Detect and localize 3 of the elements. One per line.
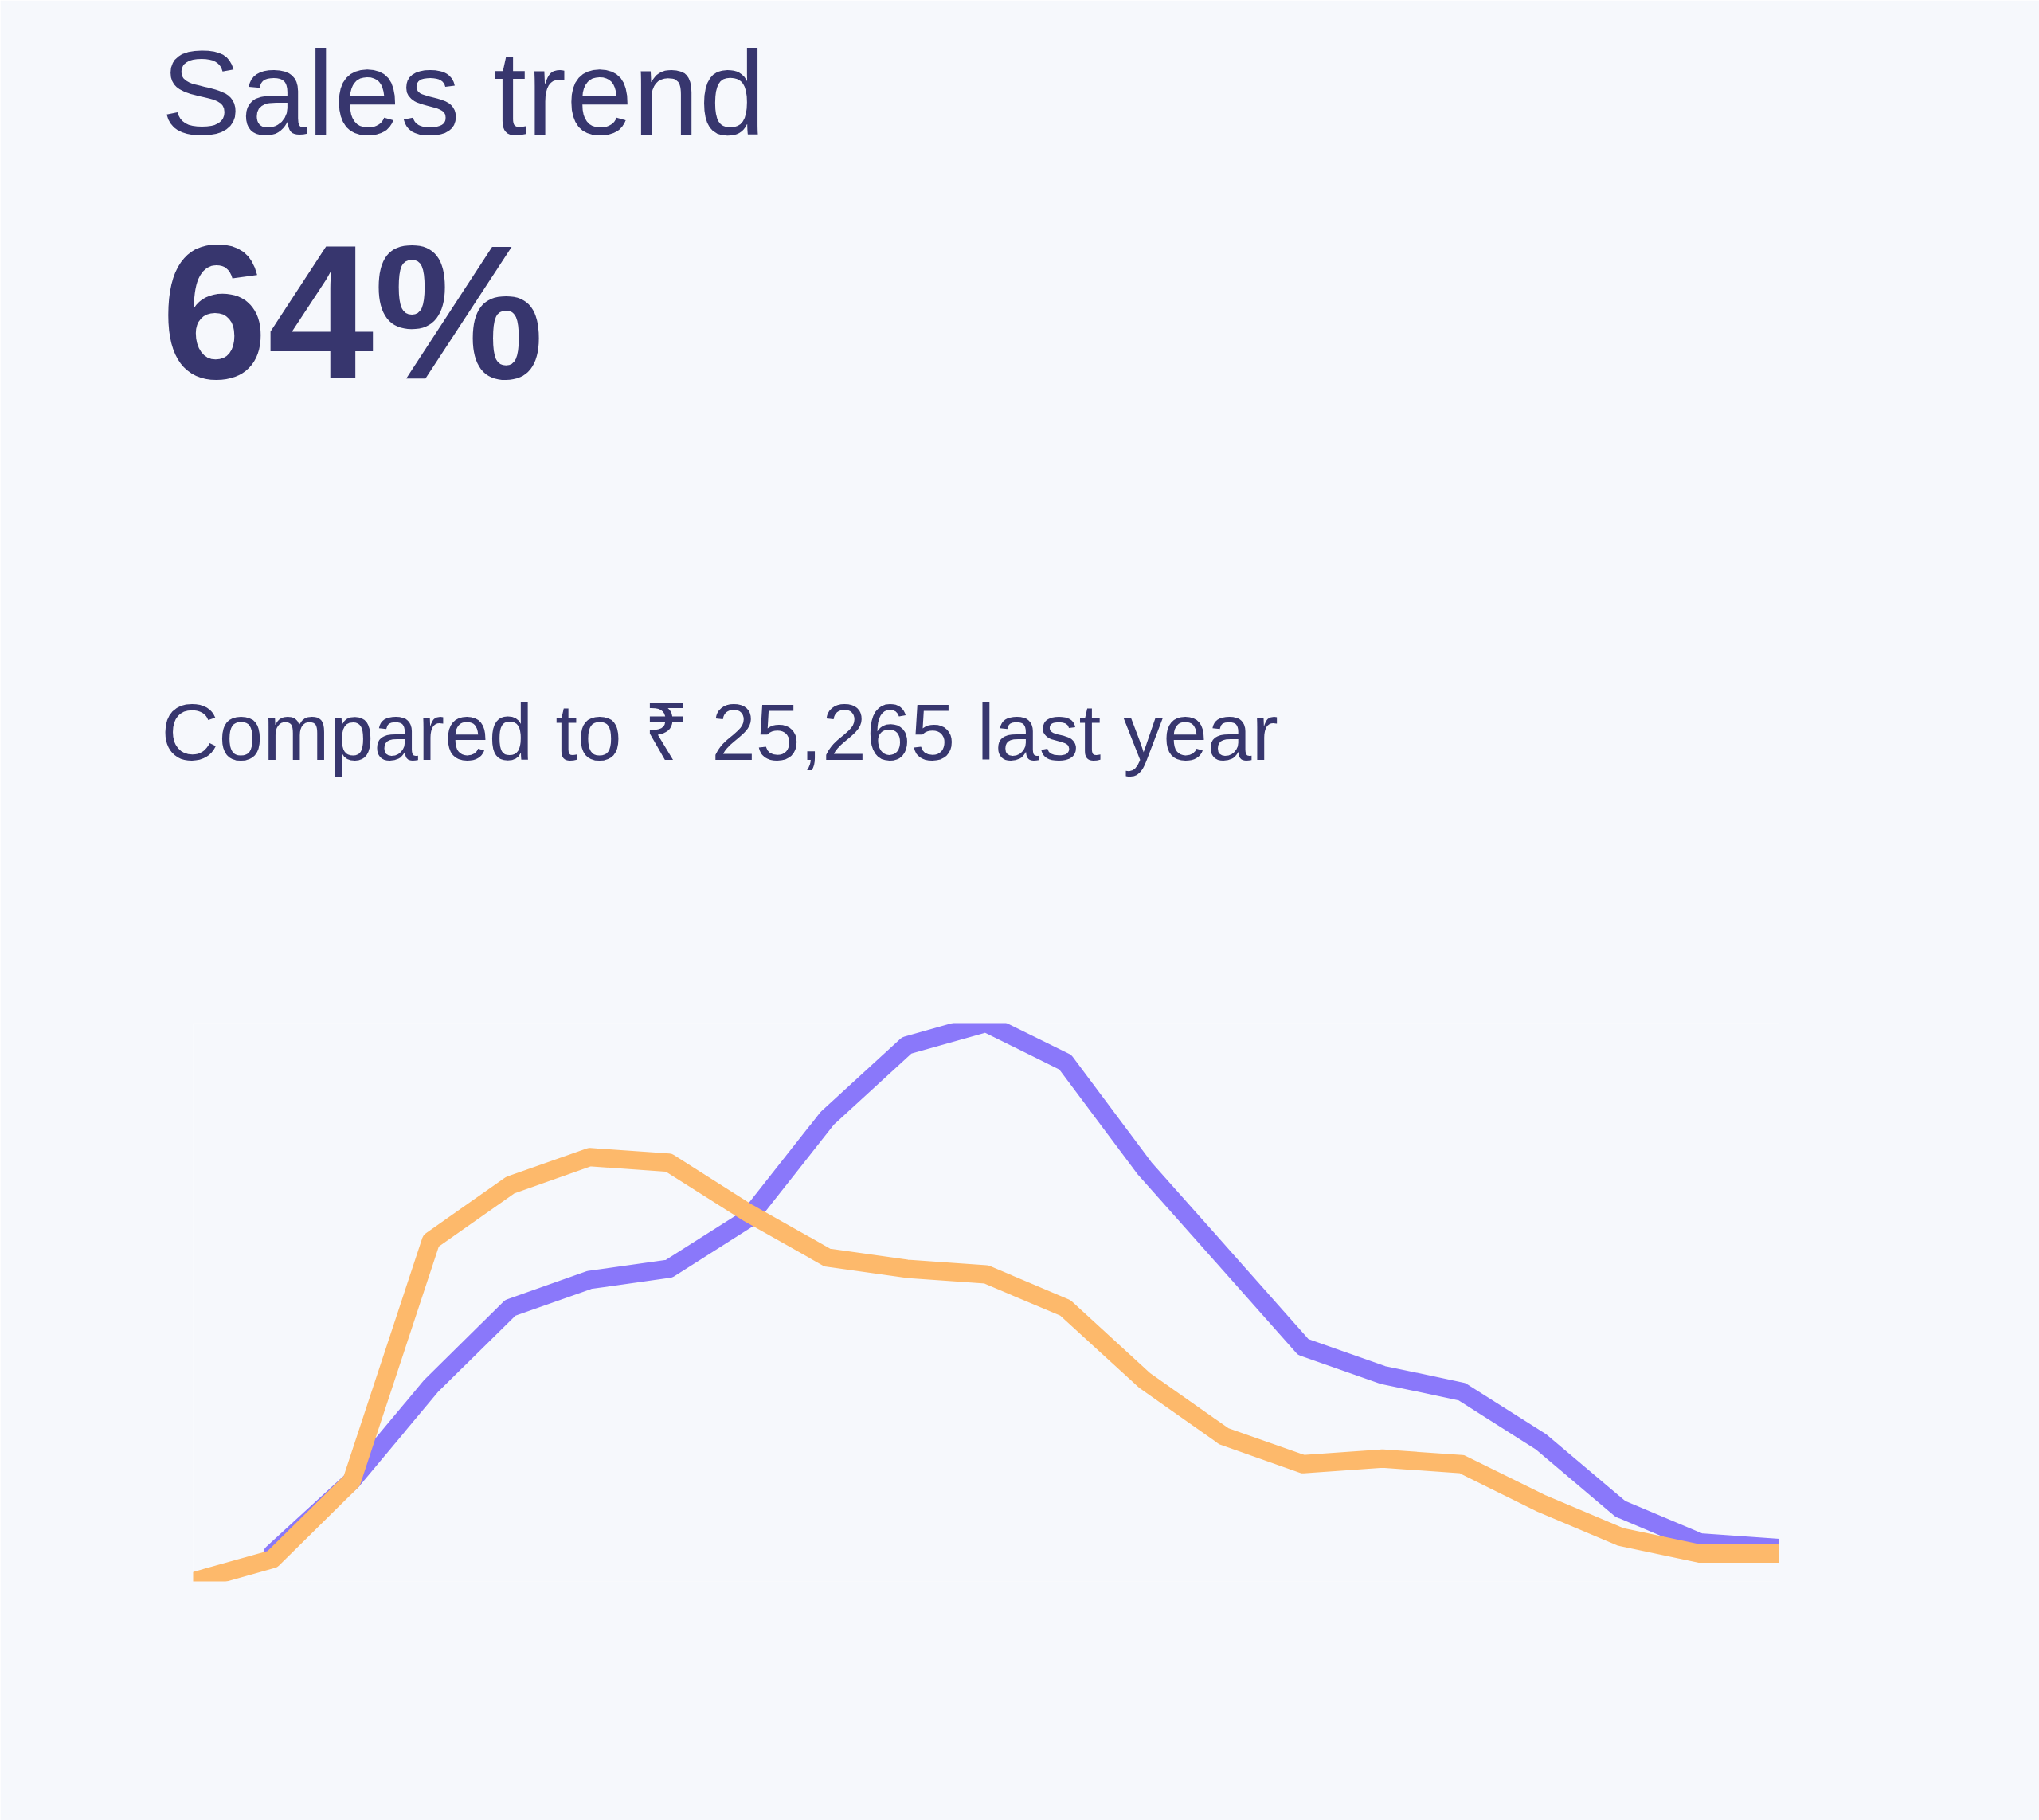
text: Compared to ₹ 25,265 last year — [161, 687, 1278, 777]
chart-subtitle: 64% — [161, 205, 544, 419]
chart-title: Sales trend — [161, 25, 766, 160]
